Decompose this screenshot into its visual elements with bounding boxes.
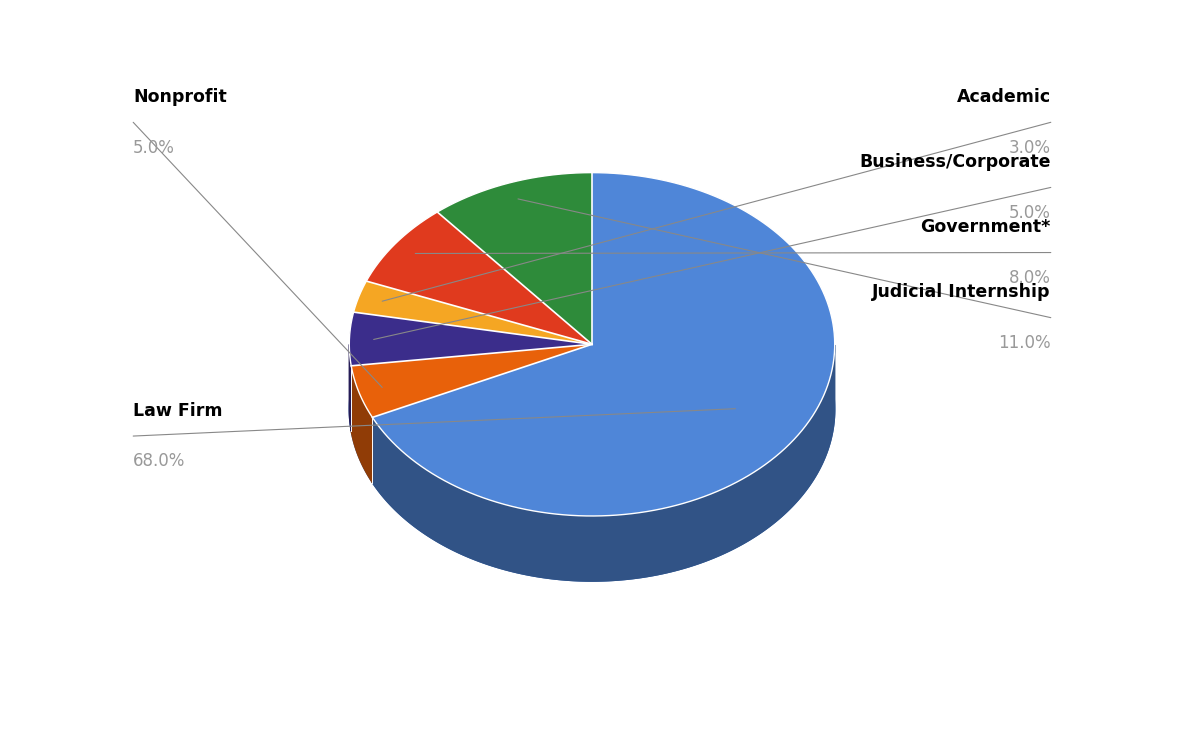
Polygon shape [349, 237, 835, 581]
Text: 11.0%: 11.0% [998, 334, 1051, 352]
Polygon shape [373, 345, 835, 581]
Polygon shape [349, 345, 352, 431]
Text: 3.0%: 3.0% [1009, 139, 1051, 157]
Polygon shape [437, 172, 592, 345]
Polygon shape [349, 312, 592, 366]
Polygon shape [366, 212, 592, 345]
Text: 68.0%: 68.0% [133, 452, 186, 471]
Polygon shape [354, 281, 592, 345]
Text: 8.0%: 8.0% [1009, 269, 1051, 287]
Polygon shape [352, 345, 592, 417]
Polygon shape [373, 172, 835, 516]
Text: 5.0%: 5.0% [1009, 204, 1051, 221]
Text: 5.0%: 5.0% [133, 139, 175, 157]
Text: Government*: Government* [920, 218, 1051, 236]
Text: Business/Corporate: Business/Corporate [860, 153, 1051, 171]
Text: Law Firm: Law Firm [133, 402, 223, 420]
Polygon shape [352, 366, 373, 482]
Text: Nonprofit: Nonprofit [133, 88, 227, 106]
Text: Academic: Academic [957, 88, 1051, 106]
Text: Judicial Internship: Judicial Internship [873, 284, 1051, 301]
